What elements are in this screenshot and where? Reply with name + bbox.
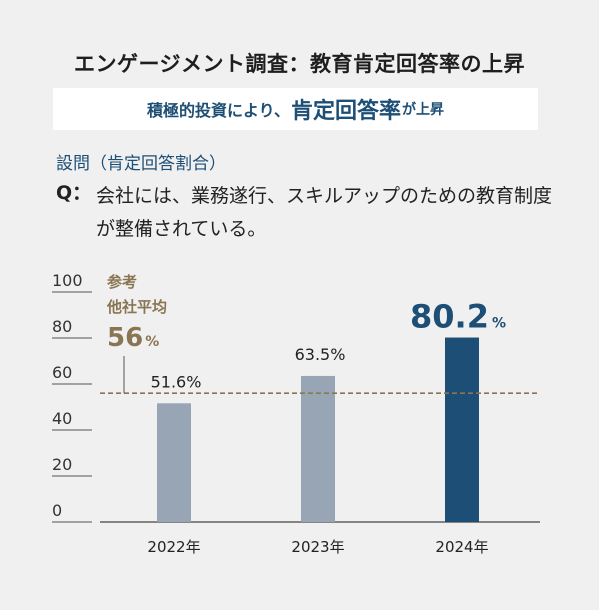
banner-prefix: 積極的投資により、 <box>146 101 291 120</box>
chart-title: エンゲージメント調査：教育肯定回答率の上昇 <box>73 52 526 76</box>
reference-value-label: 56% <box>107 323 159 353</box>
bar <box>301 375 335 522</box>
banner-suffix: が上昇 <box>402 102 445 118</box>
y-tick-label: 100 <box>52 271 83 290</box>
bar-value-label: 63.5% <box>295 345 346 364</box>
banner-emphasis: 肯定回答率 <box>291 99 402 124</box>
reference-label-line2: 他社平均 <box>106 298 167 316</box>
y-tick-label: 0 <box>52 501 62 520</box>
question-mark: Q： <box>56 182 92 204</box>
x-category-label: 2023年 <box>291 538 344 556</box>
x-category-label: 2024年 <box>435 538 488 556</box>
y-tick-label: 20 <box>52 455 72 474</box>
y-tick-label: 80 <box>52 317 72 336</box>
y-tick-label: 40 <box>52 409 72 428</box>
bar <box>157 403 191 522</box>
bar-value-label: 80.2% <box>410 298 506 336</box>
question-label: 設問（肯定回答割合） <box>56 154 226 174</box>
x-category-label: 2022年 <box>147 538 200 556</box>
bar-value-label: 51.6% <box>151 372 202 391</box>
reference-label-line1: 参考 <box>107 273 137 291</box>
question-text: 会社には、業務遂行、スキルアップのための教育制度が整備されている。 <box>96 185 553 240</box>
headline-banner: 積極的投資により、 肯定回答率 が上昇 <box>53 88 538 130</box>
y-tick-label: 60 <box>52 363 72 382</box>
bar <box>445 337 479 522</box>
